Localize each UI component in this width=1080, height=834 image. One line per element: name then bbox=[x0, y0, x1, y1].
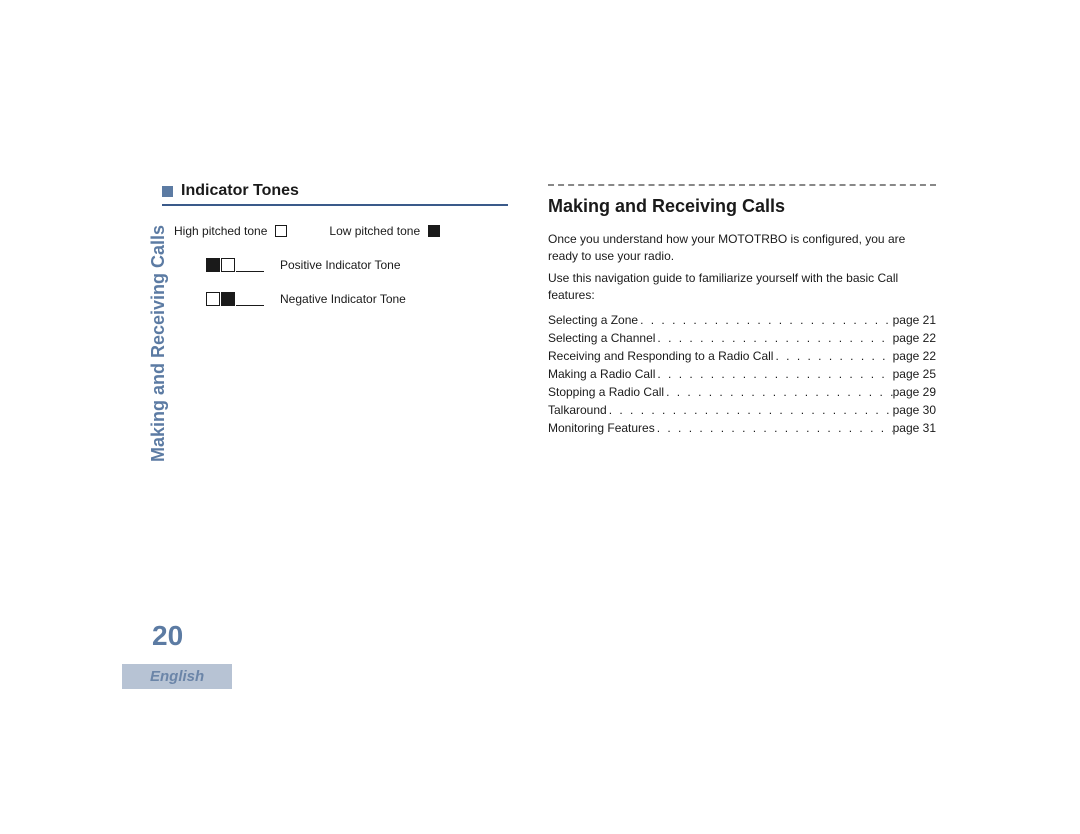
toc-label: Stopping a Radio Call bbox=[548, 383, 664, 401]
section-header: Indicator Tones bbox=[162, 182, 508, 206]
toc-row: Talkaround page 30 bbox=[548, 401, 936, 419]
toc-row: Selecting a Channel page 22 bbox=[548, 329, 936, 347]
toc-page: page 25 bbox=[893, 365, 936, 383]
main-title: Making and Receiving Calls bbox=[548, 196, 936, 217]
toc-label: Receiving and Responding to a Radio Call bbox=[548, 347, 773, 365]
tone-pattern-icon bbox=[206, 292, 264, 306]
toc-page: page 29 bbox=[893, 383, 936, 401]
toc-row: Receiving and Responding to a Radio Call… bbox=[548, 347, 936, 365]
left-column: Indicator Tones High pitched tone Low pi… bbox=[162, 182, 508, 326]
toc-row: Making a Radio Call page 25 bbox=[548, 365, 936, 383]
dashed-rule bbox=[548, 184, 936, 186]
toc-list: Selecting a Zonepage 21Selecting a Chann… bbox=[548, 311, 936, 437]
tone-label: Negative Indicator Tone bbox=[280, 292, 406, 306]
toc-page: page 21 bbox=[893, 311, 936, 329]
toc-label: Making a Radio Call bbox=[548, 365, 655, 383]
tone-label: Positive Indicator Tone bbox=[280, 258, 401, 272]
toc-label: Selecting a Zone bbox=[548, 311, 638, 329]
page-number: 20 bbox=[152, 620, 183, 652]
intro-para-2: Use this navigation guide to familiarize… bbox=[548, 270, 936, 305]
toc-label: Selecting a Channel bbox=[548, 329, 655, 347]
toc-label: Talkaround bbox=[548, 401, 607, 419]
legend-high-label: High pitched tone bbox=[174, 224, 267, 238]
tone-list: Positive Indicator Tone Negative Indicato… bbox=[162, 258, 508, 306]
toc-row: Selecting a Zone page 21 bbox=[548, 311, 936, 329]
tone-row: Negative Indicator Tone bbox=[206, 292, 508, 306]
language-badge: English bbox=[122, 664, 232, 689]
tone-pattern-icon bbox=[206, 258, 264, 272]
toc-dots bbox=[638, 311, 893, 329]
toc-page: page 22 bbox=[893, 329, 936, 347]
toc-dots bbox=[655, 365, 892, 383]
toc-page: page 22 bbox=[893, 347, 936, 365]
manual-page: Making and Receiving Calls 20 English In… bbox=[0, 0, 1080, 834]
toc-row: Stopping a Radio Call page 29 bbox=[548, 383, 936, 401]
toc-dots bbox=[655, 419, 893, 437]
toc-dots bbox=[655, 329, 892, 347]
toc-dots bbox=[664, 383, 893, 401]
legend-low-icon bbox=[428, 225, 440, 237]
toc-row: Monitoring Features page 31 bbox=[548, 419, 936, 437]
legend-high-icon bbox=[275, 225, 287, 237]
toc-page: page 30 bbox=[893, 401, 936, 419]
toc-label: Monitoring Features bbox=[548, 419, 655, 437]
toc-page: page 31 bbox=[893, 419, 936, 437]
right-column: Making and Receiving Calls Once you unde… bbox=[548, 184, 936, 437]
intro-para-1: Once you understand how your MOTOTRBO is… bbox=[548, 231, 936, 266]
toc-dots bbox=[607, 401, 893, 419]
tone-legend: High pitched tone Low pitched tone bbox=[174, 224, 508, 238]
tone-row: Positive Indicator Tone bbox=[206, 258, 508, 272]
toc-dots bbox=[773, 347, 892, 365]
section-title: Indicator Tones bbox=[181, 182, 299, 200]
section-square-icon bbox=[162, 186, 173, 197]
legend-low-label: Low pitched tone bbox=[329, 224, 420, 238]
